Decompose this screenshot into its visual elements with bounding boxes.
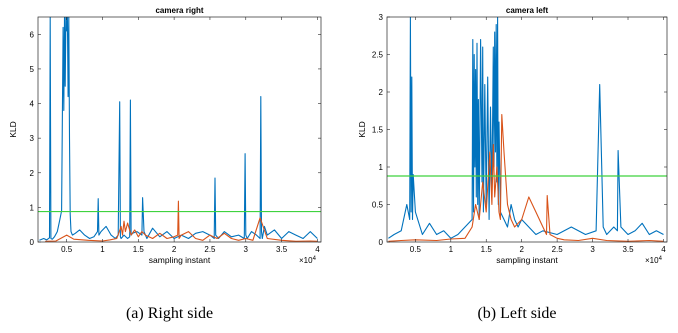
panel-caption: (a) Right side [126, 305, 213, 322]
y-tick-label: 3 [30, 134, 35, 143]
panel-caption: (b) Left side [477, 305, 556, 322]
chart-title: camera right [155, 6, 203, 15]
plot-area [38, 17, 321, 242]
x-tick-label: 4 [315, 245, 320, 254]
chart-left-side: 0.5 1 1.5 2 2.5 3 3.5 4 0 0.5 1 1.5 2 2.5 3 camera left… [357, 6, 668, 322]
y-tick-label: 1 [30, 203, 35, 212]
y-axis-label: KLD [8, 121, 18, 138]
x-exponent-label: ×104 [299, 256, 317, 265]
x-tick-label: 2.5 [552, 245, 564, 254]
y-tick-label: 2 [30, 169, 35, 178]
x-tick-label: 2 [519, 245, 524, 254]
y-tick-label: 6 [30, 30, 35, 39]
y-tick-label: 5 [30, 65, 35, 74]
x-tick-label: 3 [590, 245, 595, 254]
y-tick-label: 4 [30, 100, 35, 109]
x-tick-label: 1 [100, 245, 105, 254]
y-axis-label: KLD [357, 121, 367, 138]
plot-area [387, 17, 667, 242]
x-tick-label: 2.5 [204, 245, 216, 254]
x-tick-label: 4 [661, 245, 666, 254]
y-tick-label: 0 [30, 238, 35, 247]
x-tick-label: 1.5 [133, 245, 145, 254]
plot-content [387, 17, 667, 242]
x-tick-label: 0.5 [410, 245, 422, 254]
plot-content [38, 17, 321, 242]
y-tick-label: 0.5 [372, 201, 384, 210]
series-line-0 [388, 17, 664, 239]
series-line-1 [45, 200, 318, 242]
x-tick-label: 3 [244, 245, 249, 254]
x-tick-label: 1 [449, 245, 454, 254]
axes-box [37, 16, 322, 243]
y-tick-label: 1.5 [372, 126, 384, 135]
chart-title: camera left [506, 6, 549, 15]
x-tick-label: 2 [172, 245, 177, 254]
x-axis-label: sampling instant [149, 255, 211, 265]
y-tick-label: 3 [379, 13, 384, 22]
x-exponent-label: ×104 [645, 256, 663, 265]
x-tick-label: 3.5 [622, 245, 634, 254]
x-tick-label: 3.5 [276, 245, 288, 254]
x-tick-label: 0.5 [61, 245, 73, 254]
x-axis-label: sampling instant [496, 255, 558, 265]
x-tick-label: 1.5 [481, 245, 493, 254]
chart-right-side: 0.5 1 1.5 2 2.5 3 3.5 4 0 1 2 3 4 5 6 camera right KLD sa… [8, 6, 322, 322]
y-tick-label: 2 [379, 88, 384, 97]
series-line-0 [39, 17, 318, 241]
y-tick-label: 0 [379, 238, 384, 247]
y-tick-label: 1 [379, 163, 384, 172]
y-tick-label: 2.5 [372, 51, 384, 60]
series-line-1 [388, 113, 664, 242]
